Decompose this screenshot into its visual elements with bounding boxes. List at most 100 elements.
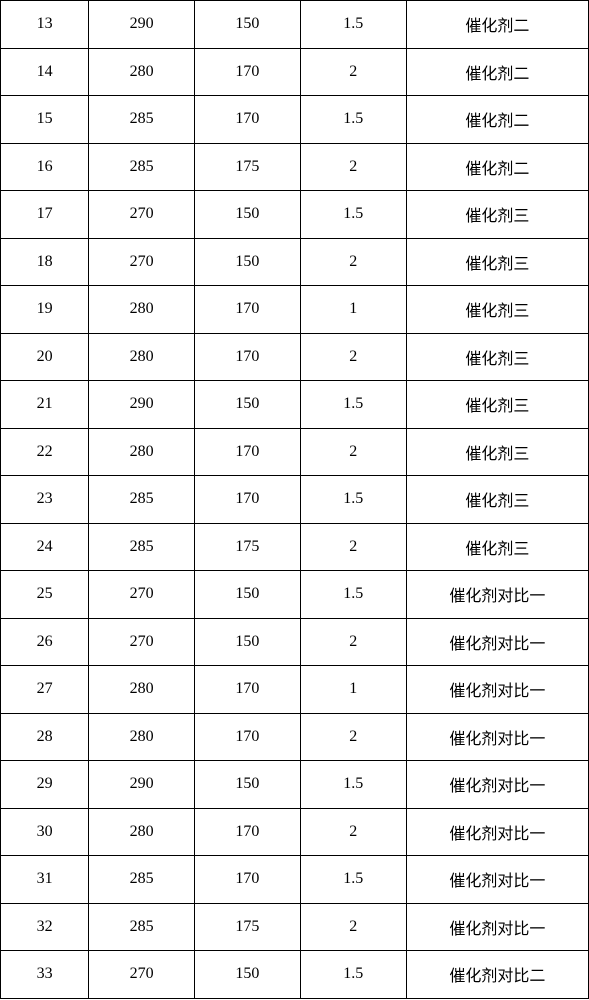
table-cell: 285	[89, 523, 195, 571]
table-cell: 270	[89, 238, 195, 286]
table-row: 242851752催化剂三	[1, 523, 589, 571]
table-cell: 催化剂三	[406, 191, 588, 239]
table-row: 252701501.5催化剂对比一	[1, 571, 589, 619]
table-cell: 285	[89, 96, 195, 144]
table-row: 222801702催化剂三	[1, 428, 589, 476]
table-cell: 22	[1, 428, 89, 476]
table-cell: 2	[300, 523, 406, 571]
table-row: 192801701催化剂三	[1, 286, 589, 334]
table-cell: 21	[1, 381, 89, 429]
table-cell: 1.5	[300, 1, 406, 49]
table-cell: 170	[195, 333, 301, 381]
table-cell: 170	[195, 286, 301, 334]
table-cell: 1.5	[300, 761, 406, 809]
table-cell: 催化剂三	[406, 523, 588, 571]
table-cell: 17	[1, 191, 89, 239]
table-cell: 270	[89, 618, 195, 666]
table-cell: 催化剂对比一	[406, 808, 588, 856]
table-cell: 催化剂二	[406, 1, 588, 49]
table-cell: 1.5	[300, 381, 406, 429]
table-cell: 27	[1, 666, 89, 714]
table-row: 202801702催化剂三	[1, 333, 589, 381]
table-cell: 29	[1, 761, 89, 809]
table-cell: 催化剂二	[406, 143, 588, 191]
table-cell: 170	[195, 856, 301, 904]
table-cell: 280	[89, 428, 195, 476]
table-cell: 催化剂三	[406, 333, 588, 381]
table-cell: 280	[89, 808, 195, 856]
table-cell: 280	[89, 333, 195, 381]
table-cell: 150	[195, 381, 301, 429]
table-cell: 催化剂三	[406, 238, 588, 286]
table-cell: 30	[1, 808, 89, 856]
table-row: 282801702催化剂对比一	[1, 713, 589, 761]
table-cell: 285	[89, 476, 195, 524]
table-cell: 150	[195, 571, 301, 619]
table-cell: 2	[300, 48, 406, 96]
table-cell: 170	[195, 476, 301, 524]
table-cell: 2	[300, 618, 406, 666]
table-cell: 290	[89, 1, 195, 49]
table-row: 262701502催化剂对比一	[1, 618, 589, 666]
table-cell: 2	[300, 713, 406, 761]
table-row: 292901501.5催化剂对比一	[1, 761, 589, 809]
table-cell: 280	[89, 666, 195, 714]
table-cell: 33	[1, 951, 89, 999]
table-cell: 32	[1, 903, 89, 951]
table-cell: 170	[195, 428, 301, 476]
table-cell: 催化剂三	[406, 476, 588, 524]
table-row: 302801702催化剂对比一	[1, 808, 589, 856]
table-row: 312851701.5催化剂对比一	[1, 856, 589, 904]
table-cell: 催化剂三	[406, 428, 588, 476]
table-cell: 175	[195, 903, 301, 951]
table-cell: 270	[89, 191, 195, 239]
table-cell: 2	[300, 428, 406, 476]
table-cell: 13	[1, 1, 89, 49]
table-cell: 285	[89, 903, 195, 951]
table-cell: 催化剂对比一	[406, 761, 588, 809]
table-cell: 2	[300, 333, 406, 381]
table-cell: 16	[1, 143, 89, 191]
table-cell: 290	[89, 381, 195, 429]
table-cell: 270	[89, 951, 195, 999]
table-row: 162851752催化剂二	[1, 143, 589, 191]
table-cell: 150	[195, 238, 301, 286]
table-cell: 280	[89, 286, 195, 334]
table-cell: 2	[300, 808, 406, 856]
table-cell: 催化剂对比一	[406, 571, 588, 619]
table-row: 152851701.5催化剂二	[1, 96, 589, 144]
table-cell: 280	[89, 48, 195, 96]
data-table: 132901501.5催化剂二142801702催化剂二152851701.5催…	[0, 0, 589, 999]
table-cell: 催化剂二	[406, 48, 588, 96]
table-cell: 催化剂对比二	[406, 951, 588, 999]
table-cell: 28	[1, 713, 89, 761]
table-cell: 170	[195, 48, 301, 96]
table-cell: 175	[195, 143, 301, 191]
table-cell: 1.5	[300, 476, 406, 524]
table-row: 332701501.5催化剂对比二	[1, 951, 589, 999]
table-cell: 催化剂三	[406, 286, 588, 334]
table-cell: 170	[195, 808, 301, 856]
table-cell: 1.5	[300, 571, 406, 619]
table-cell: 催化剂三	[406, 381, 588, 429]
table-cell: 14	[1, 48, 89, 96]
table-cell: 25	[1, 571, 89, 619]
table-cell: 2	[300, 903, 406, 951]
table-cell: 170	[195, 713, 301, 761]
table-row: 272801701催化剂对比一	[1, 666, 589, 714]
table-cell: 1	[300, 286, 406, 334]
table-cell: 2	[300, 238, 406, 286]
table-cell: 19	[1, 286, 89, 334]
table-cell: 24	[1, 523, 89, 571]
table-cell: 150	[195, 191, 301, 239]
table-row: 132901501.5催化剂二	[1, 1, 589, 49]
table-cell: 23	[1, 476, 89, 524]
table-cell: 1.5	[300, 856, 406, 904]
table-cell: 285	[89, 143, 195, 191]
table-cell: 150	[195, 1, 301, 49]
table-cell: 280	[89, 713, 195, 761]
table-cell: 150	[195, 951, 301, 999]
table-row: 212901501.5催化剂三	[1, 381, 589, 429]
table-cell: 催化剂对比一	[406, 666, 588, 714]
table-cell: 1.5	[300, 191, 406, 239]
